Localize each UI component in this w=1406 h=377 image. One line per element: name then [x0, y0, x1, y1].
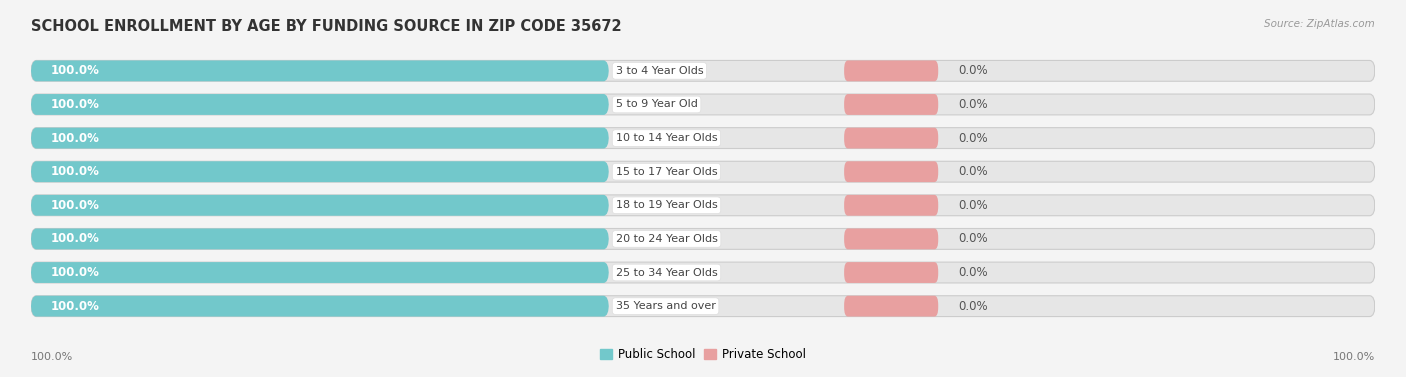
- Text: 10 to 14 Year Olds: 10 to 14 Year Olds: [616, 133, 717, 143]
- FancyBboxPatch shape: [844, 262, 938, 283]
- Text: 100.0%: 100.0%: [51, 64, 100, 77]
- Text: 0.0%: 0.0%: [959, 98, 988, 111]
- Text: 100.0%: 100.0%: [1333, 352, 1375, 362]
- Text: Source: ZipAtlas.com: Source: ZipAtlas.com: [1264, 19, 1375, 29]
- FancyBboxPatch shape: [31, 128, 1375, 149]
- FancyBboxPatch shape: [31, 195, 609, 216]
- FancyBboxPatch shape: [31, 94, 1375, 115]
- Text: 18 to 19 Year Olds: 18 to 19 Year Olds: [616, 200, 717, 210]
- FancyBboxPatch shape: [31, 128, 609, 149]
- Text: 0.0%: 0.0%: [959, 199, 988, 212]
- Text: 15 to 17 Year Olds: 15 to 17 Year Olds: [616, 167, 717, 177]
- Text: 100.0%: 100.0%: [51, 199, 100, 212]
- FancyBboxPatch shape: [31, 60, 609, 81]
- FancyBboxPatch shape: [31, 94, 609, 115]
- FancyBboxPatch shape: [844, 296, 938, 317]
- FancyBboxPatch shape: [31, 195, 1375, 216]
- Text: 0.0%: 0.0%: [959, 300, 988, 313]
- Text: SCHOOL ENROLLMENT BY AGE BY FUNDING SOURCE IN ZIP CODE 35672: SCHOOL ENROLLMENT BY AGE BY FUNDING SOUR…: [31, 19, 621, 34]
- Text: 0.0%: 0.0%: [959, 165, 988, 178]
- FancyBboxPatch shape: [844, 195, 938, 216]
- FancyBboxPatch shape: [31, 228, 1375, 249]
- FancyBboxPatch shape: [31, 296, 1375, 317]
- Text: 100.0%: 100.0%: [51, 132, 100, 145]
- Text: 0.0%: 0.0%: [959, 232, 988, 245]
- Text: 100.0%: 100.0%: [51, 266, 100, 279]
- Text: 100.0%: 100.0%: [51, 165, 100, 178]
- Legend: Public School, Private School: Public School, Private School: [600, 348, 806, 361]
- Text: 0.0%: 0.0%: [959, 132, 988, 145]
- Text: 5 to 9 Year Old: 5 to 9 Year Old: [616, 100, 697, 109]
- FancyBboxPatch shape: [31, 296, 609, 317]
- Text: 0.0%: 0.0%: [959, 266, 988, 279]
- FancyBboxPatch shape: [31, 228, 609, 249]
- FancyBboxPatch shape: [31, 262, 1375, 283]
- Text: 0.0%: 0.0%: [959, 64, 988, 77]
- FancyBboxPatch shape: [31, 161, 609, 182]
- FancyBboxPatch shape: [844, 128, 938, 149]
- FancyBboxPatch shape: [844, 228, 938, 249]
- Text: 20 to 24 Year Olds: 20 to 24 Year Olds: [616, 234, 717, 244]
- FancyBboxPatch shape: [31, 60, 1375, 81]
- Text: 100.0%: 100.0%: [51, 232, 100, 245]
- Text: 100.0%: 100.0%: [51, 300, 100, 313]
- FancyBboxPatch shape: [31, 262, 609, 283]
- Text: 100.0%: 100.0%: [51, 98, 100, 111]
- FancyBboxPatch shape: [844, 94, 938, 115]
- FancyBboxPatch shape: [31, 161, 1375, 182]
- FancyBboxPatch shape: [844, 161, 938, 182]
- Text: 3 to 4 Year Olds: 3 to 4 Year Olds: [616, 66, 703, 76]
- Text: 25 to 34 Year Olds: 25 to 34 Year Olds: [616, 268, 717, 277]
- Text: 35 Years and over: 35 Years and over: [616, 301, 716, 311]
- FancyBboxPatch shape: [844, 60, 938, 81]
- Text: 100.0%: 100.0%: [31, 352, 73, 362]
